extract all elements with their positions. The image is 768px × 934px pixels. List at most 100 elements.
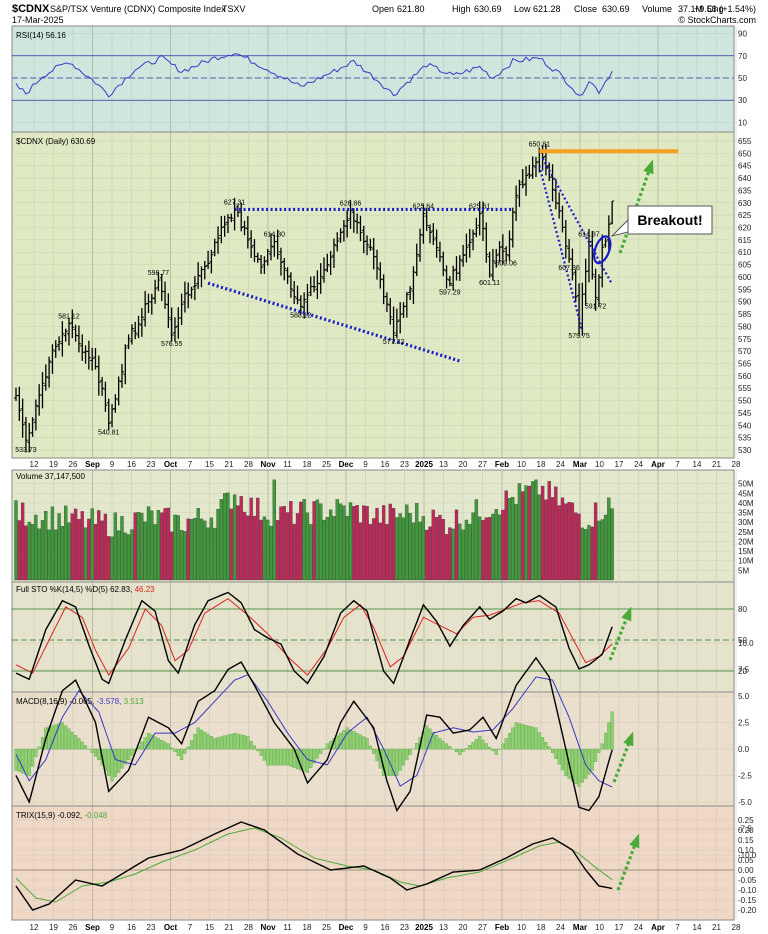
price-bar <box>418 228 423 262</box>
x-tick-label-bottom: 2025 <box>415 923 433 932</box>
macd-histogram-bar <box>597 748 601 753</box>
price-bar <box>315 270 320 299</box>
price-point-label: 625.64 <box>413 204 435 211</box>
volume-bar <box>524 485 528 581</box>
volume-bar <box>375 507 379 581</box>
price-point-label: 581.12 <box>58 314 80 321</box>
macd-histogram-bar <box>199 729 204 750</box>
volume-bar <box>193 518 197 581</box>
trix-y-tick: 0.00 <box>738 866 754 875</box>
volume-bar <box>256 497 260 581</box>
volume-bar <box>438 514 442 581</box>
price-bar <box>242 220 247 236</box>
price-point-label: 625.61 <box>469 204 491 211</box>
price-point-label: 626.86 <box>340 201 362 208</box>
macd-histogram-bar <box>305 748 310 773</box>
price-y-tick: 620 <box>738 223 752 232</box>
price-bar <box>411 266 416 305</box>
volume-bar <box>272 479 276 581</box>
volume-bar <box>338 503 343 581</box>
price-bar <box>57 336 62 351</box>
macd-histogram-bar <box>203 731 207 750</box>
macd-arrow-shaft <box>612 739 632 783</box>
volume-bar <box>398 513 402 581</box>
x-tick-label-bottom: 18 <box>537 923 546 932</box>
volume-bar <box>93 524 98 581</box>
volume-bar <box>587 525 591 581</box>
volume-value: 37.1M <box>678 4 703 14</box>
macd-histogram-bar <box>74 735 78 750</box>
price-bar <box>262 256 267 275</box>
price-y-tick: 545 <box>738 409 752 418</box>
price-bar <box>66 317 71 346</box>
macd-histogram-bar <box>160 740 164 750</box>
volume-bar <box>580 527 585 581</box>
macd-histogram-bar <box>435 735 439 750</box>
x-axes: 12 12 19 19 26 26 Sep Sep 9 9 16 16 23 23 Oct Oct 7 7 15 15… <box>30 460 741 932</box>
volume-bar <box>213 527 217 581</box>
volume-bar <box>170 531 174 581</box>
x-tick-label-mid: 7 <box>188 460 193 469</box>
price-bar <box>298 295 303 315</box>
macd-histogram-bar <box>183 748 187 754</box>
volume-bar <box>319 503 323 581</box>
macd-histogram-bar <box>544 741 548 750</box>
x-tick-label-bottom: 14 <box>693 923 702 932</box>
price-bar <box>119 363 124 388</box>
macd-histogram-bar <box>216 737 220 750</box>
volume-bar <box>203 520 207 581</box>
volume-bar <box>107 536 111 581</box>
macd-histogram-bar <box>223 735 227 750</box>
macd-histogram-bar <box>577 748 581 787</box>
x-tick-label-bottom: 15 <box>205 923 214 932</box>
macd-histogram-bar <box>262 748 266 761</box>
chart-exchange: TSXV <box>222 4 246 14</box>
macd-histogram-bar <box>163 741 167 750</box>
price-bar <box>106 398 111 430</box>
volume-bar <box>236 505 240 581</box>
x-tick-label-bottom: 24 <box>556 923 565 932</box>
macd-arrow-head <box>623 731 634 747</box>
price-bar <box>182 281 187 313</box>
macd-histogram-bar <box>289 748 293 767</box>
price-point-label: 598.77 <box>148 270 170 277</box>
high-value: 630.69 <box>474 4 502 14</box>
price-bar <box>282 258 287 281</box>
macd-y-tick: -2.5 <box>738 772 752 781</box>
trix-y-tick: 0.25 <box>738 816 754 825</box>
macd-histogram-bar <box>504 738 508 750</box>
price-point-label: 591.72 <box>585 303 607 310</box>
x-tick-label-mid: 21 <box>712 460 721 469</box>
price-bar <box>222 215 227 237</box>
price-bar <box>365 235 370 256</box>
price-bar <box>384 292 389 312</box>
volume-bar <box>560 497 565 581</box>
volume-bar <box>362 505 366 581</box>
macd-histogram-bar <box>156 738 160 750</box>
volume-bar <box>140 512 144 581</box>
price-bar <box>504 246 509 262</box>
price-bar <box>202 260 207 280</box>
volume-bar <box>487 517 492 581</box>
price-y-tick: 595 <box>738 285 752 294</box>
x-tick-label-mid: 14 <box>693 460 702 469</box>
macd-histogram-bar <box>50 725 54 750</box>
macd-histogram-bar <box>21 748 25 774</box>
macd-histogram-bar <box>269 748 273 766</box>
volume-bar <box>415 503 419 581</box>
x-tick-label-bottom: 23 <box>147 923 156 932</box>
macd-histogram-bar <box>554 748 558 759</box>
macd-histogram-bar <box>64 725 68 750</box>
volume-bar <box>501 509 505 581</box>
volume-y-tick: 40M <box>738 499 754 508</box>
macd-histogram-bar <box>34 748 38 757</box>
price-bar <box>76 325 81 353</box>
trix-series <box>15 821 613 911</box>
macd-histogram-bar <box>484 743 488 750</box>
volume-bar <box>567 501 571 581</box>
volume-bar <box>143 521 147 581</box>
macd-histogram-bar <box>279 748 283 766</box>
volume-bar <box>584 529 588 581</box>
price-y-tick: 640 <box>738 174 752 183</box>
